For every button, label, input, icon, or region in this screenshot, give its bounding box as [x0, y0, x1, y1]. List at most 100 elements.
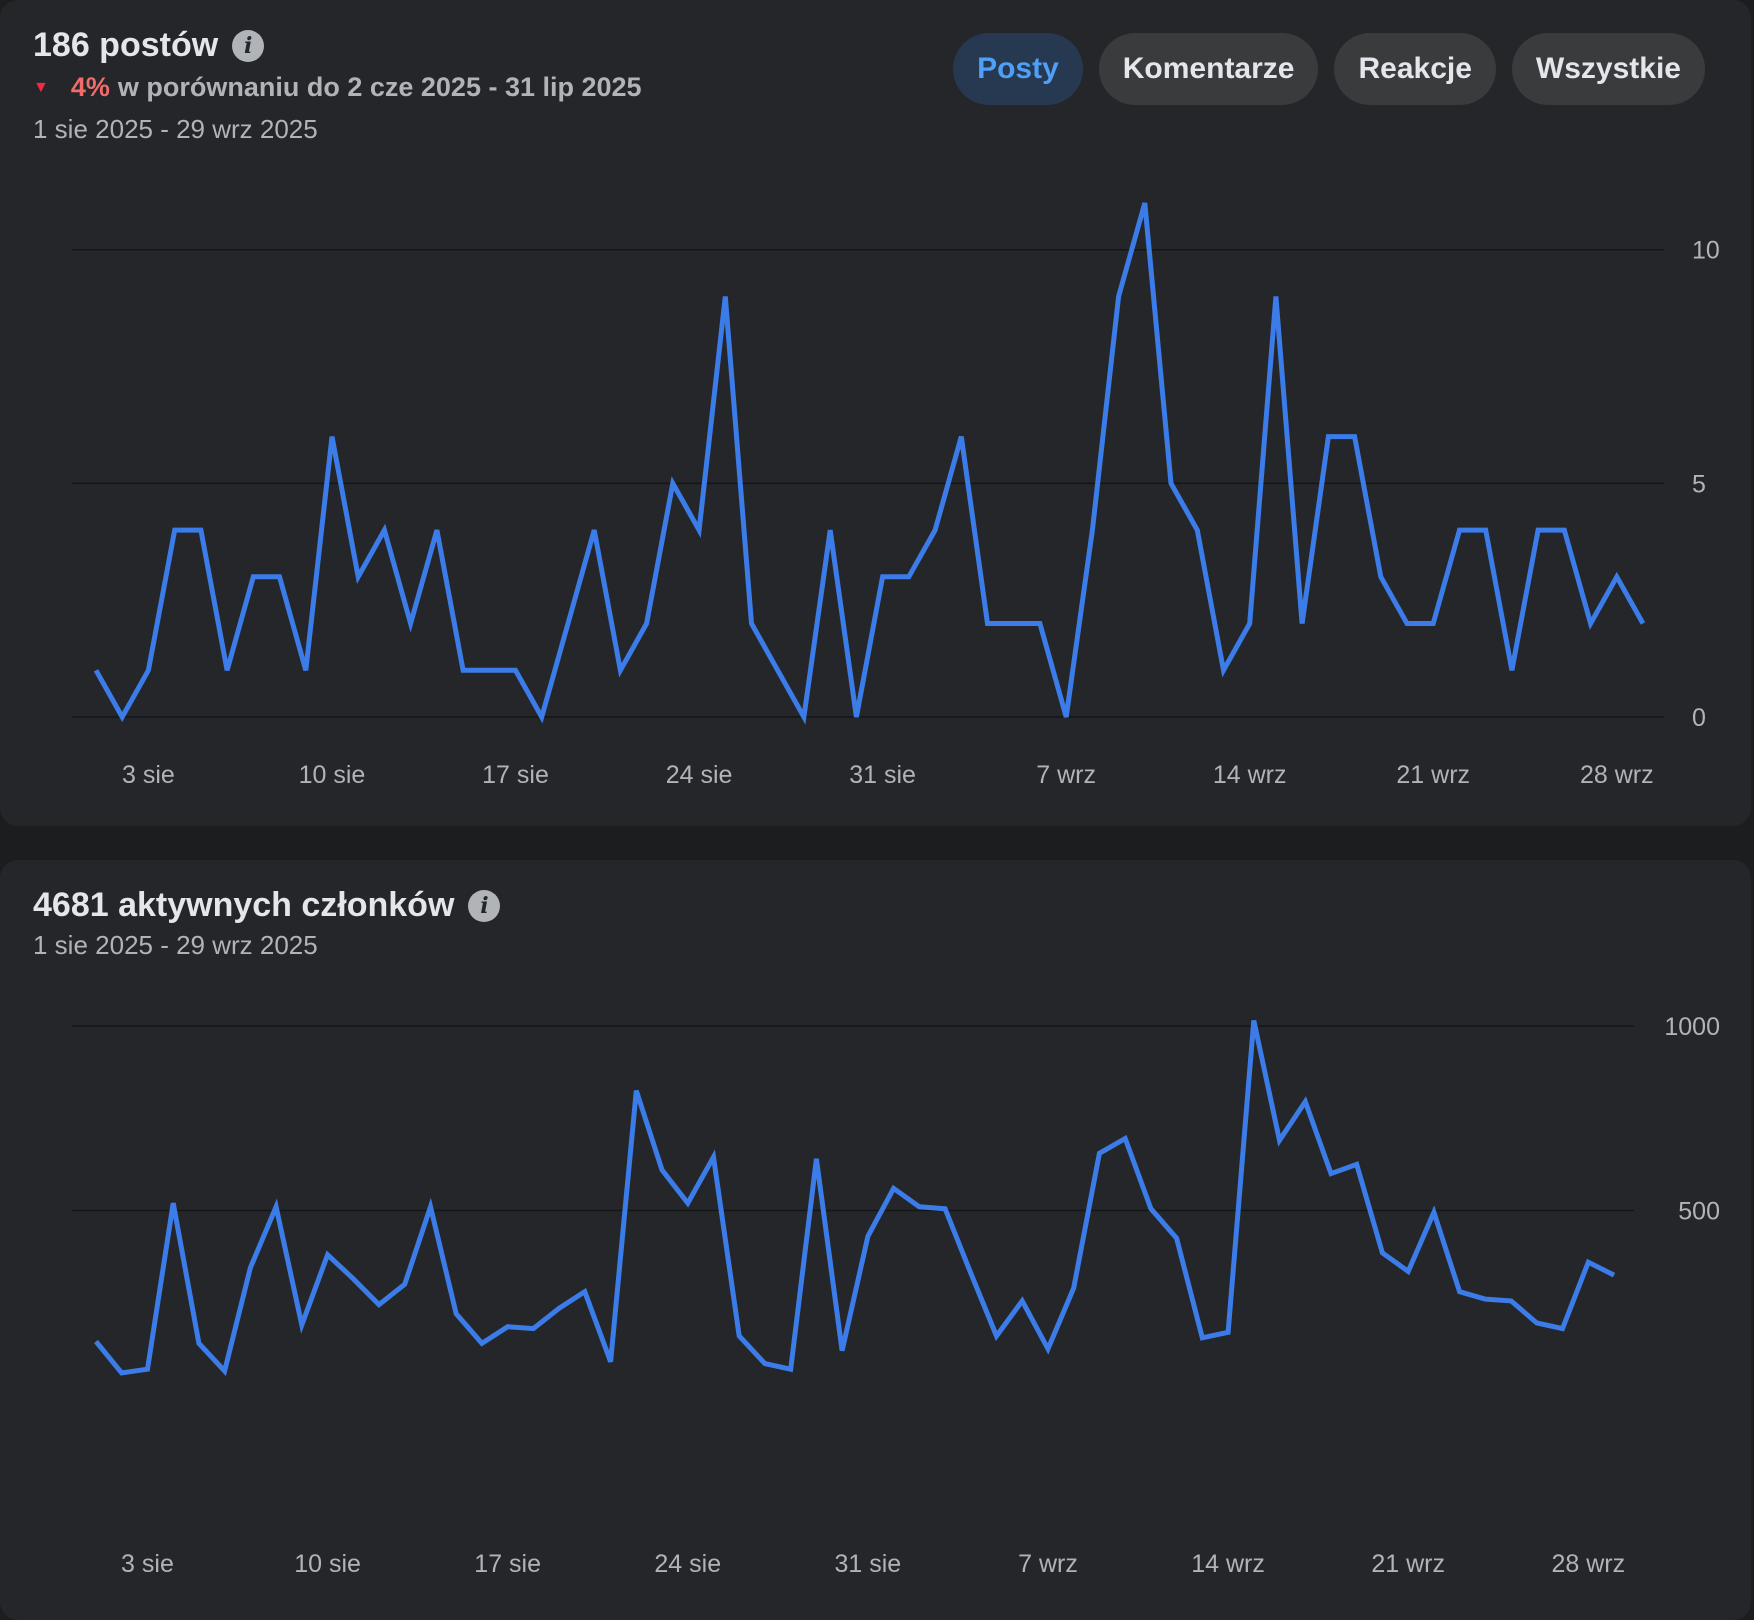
data-point[interactable] — [1607, 567, 1627, 587]
data-point[interactable] — [86, 660, 106, 680]
data-point[interactable] — [322, 427, 342, 447]
tab-komentarze[interactable]: Komentarze — [1098, 33, 1319, 105]
data-point[interactable] — [215, 1361, 235, 1381]
data-point[interactable] — [899, 567, 919, 587]
data-point[interactable] — [1554, 520, 1574, 540]
data-point[interactable] — [909, 1197, 929, 1217]
data-point[interactable] — [858, 1226, 878, 1246]
data-point[interactable] — [873, 567, 893, 587]
data-point[interactable] — [1135, 193, 1155, 213]
data-point[interactable] — [1347, 1154, 1367, 1174]
data-point[interactable] — [112, 1363, 132, 1383]
data-point[interactable] — [689, 520, 709, 540]
data-point[interactable] — [191, 520, 211, 540]
data-point[interactable] — [637, 614, 657, 634]
data-point[interactable] — [1089, 1143, 1109, 1163]
data-point[interactable] — [374, 520, 394, 540]
data-point[interactable] — [296, 660, 316, 680]
data-point[interactable] — [781, 1359, 801, 1379]
data-point[interactable] — [112, 707, 132, 727]
data-point[interactable] — [420, 1197, 440, 1217]
data-point[interactable] — [165, 520, 185, 540]
data-point[interactable] — [401, 614, 421, 634]
data-point[interactable] — [1192, 1328, 1212, 1348]
data-point[interactable] — [137, 1359, 157, 1379]
data-point[interactable] — [453, 660, 473, 680]
data-point[interactable] — [1372, 1243, 1392, 1263]
data-point[interactable] — [498, 1317, 518, 1337]
data-point[interactable] — [584, 520, 604, 540]
data-point[interactable] — [427, 520, 447, 540]
data-point[interactable] — [1604, 1265, 1624, 1285]
data-point[interactable] — [977, 614, 997, 634]
data-point[interactable] — [1167, 1228, 1187, 1248]
data-point[interactable] — [925, 520, 945, 540]
data-point[interactable] — [395, 1274, 415, 1294]
data-point[interactable] — [343, 1269, 363, 1289]
data-point[interactable] — [1266, 286, 1286, 306]
data-point[interactable] — [1424, 1202, 1444, 1222]
data-point[interactable] — [243, 567, 263, 587]
data-point[interactable] — [1244, 1010, 1264, 1030]
data-point[interactable] — [1004, 614, 1024, 634]
data-point[interactable] — [138, 660, 158, 680]
data-point[interactable] — [479, 660, 499, 680]
data-point[interactable] — [610, 660, 630, 680]
data-point[interactable] — [935, 1199, 955, 1219]
data-point[interactable] — [715, 286, 735, 306]
data-point[interactable] — [1345, 427, 1365, 447]
data-point[interactable] — [1501, 1291, 1521, 1311]
data-point[interactable] — [348, 567, 368, 587]
data-point[interactable] — [1423, 614, 1443, 634]
data-point[interactable] — [652, 1160, 672, 1180]
data-point[interactable] — [626, 1081, 646, 1101]
data-point[interactable] — [794, 707, 814, 727]
data-point[interactable] — [1012, 1291, 1032, 1311]
data-point[interactable] — [532, 707, 552, 727]
data-point[interactable] — [742, 614, 762, 634]
data-point[interactable] — [601, 1352, 621, 1372]
data-point[interactable] — [832, 1341, 852, 1361]
data-point[interactable] — [1295, 1092, 1315, 1112]
data-point[interactable] — [1476, 520, 1496, 540]
data-point[interactable] — [217, 660, 237, 680]
data-point[interactable] — [678, 1193, 698, 1213]
data-point[interactable] — [1553, 1319, 1573, 1339]
data-point[interactable] — [1578, 1252, 1598, 1272]
data-point[interactable] — [1109, 286, 1129, 306]
data-point[interactable] — [1218, 1322, 1238, 1342]
data-point[interactable] — [446, 1304, 466, 1324]
data-point[interactable] — [1038, 1339, 1058, 1359]
data-point[interactable] — [663, 473, 683, 493]
data-point[interactable] — [1213, 660, 1233, 680]
data-point[interactable] — [884, 1178, 904, 1198]
info-icon[interactable]: i — [232, 29, 265, 62]
data-point[interactable] — [1581, 614, 1601, 634]
data-point[interactable] — [163, 1193, 183, 1213]
data-point[interactable] — [1082, 520, 1102, 540]
data-point[interactable] — [1449, 520, 1469, 540]
data-point[interactable] — [1318, 427, 1338, 447]
data-point[interactable] — [1321, 1164, 1341, 1184]
data-point[interactable] — [703, 1147, 723, 1167]
data-point[interactable] — [1475, 1289, 1495, 1309]
data-point[interactable] — [961, 1263, 981, 1283]
data-point[interactable] — [575, 1282, 595, 1302]
data-point[interactable] — [1397, 614, 1417, 634]
info-icon[interactable]: i — [468, 889, 501, 922]
data-point[interactable] — [755, 1354, 775, 1374]
data-point[interactable] — [292, 1315, 312, 1335]
data-point[interactable] — [951, 427, 971, 447]
data-point[interactable] — [1187, 520, 1207, 540]
data-point[interactable] — [1527, 1313, 1547, 1333]
data-point[interactable] — [270, 567, 290, 587]
data-point[interactable] — [1633, 614, 1653, 634]
data-point[interactable] — [472, 1333, 492, 1353]
data-point[interactable] — [1141, 1199, 1161, 1219]
data-point[interactable] — [1450, 1282, 1470, 1302]
data-point[interactable] — [820, 520, 840, 540]
tab-wszystkie[interactable]: Wszystkie — [1511, 33, 1705, 105]
data-point[interactable] — [506, 660, 526, 680]
data-point[interactable] — [318, 1245, 338, 1265]
data-point[interactable] — [729, 1326, 749, 1346]
